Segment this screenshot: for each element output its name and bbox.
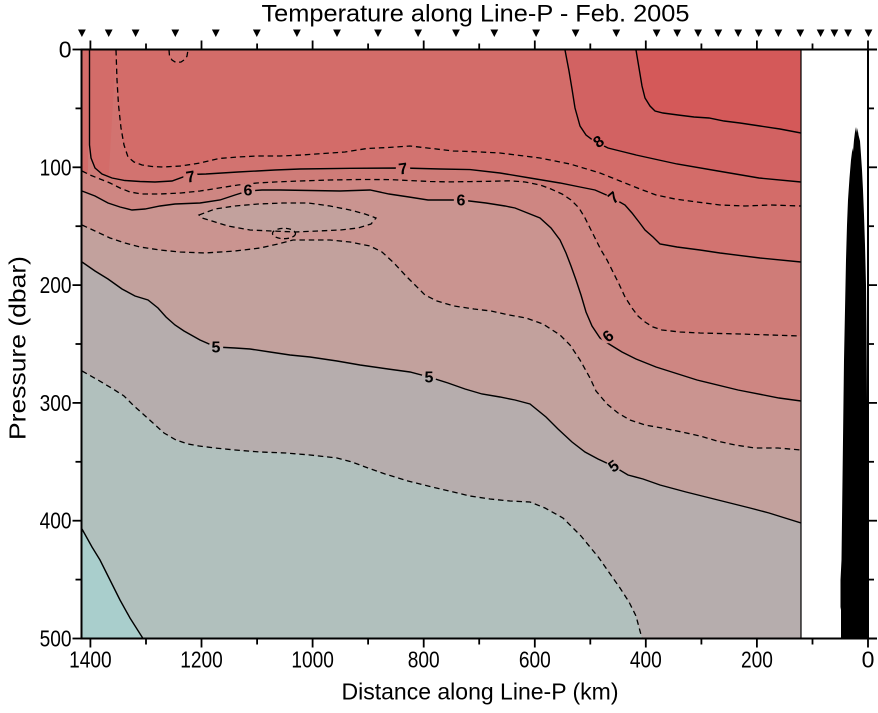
svg-text:7: 7 (398, 160, 409, 178)
svg-text:100: 100 (40, 154, 72, 180)
svg-text:Pressure (dbar): Pressure (dbar) (5, 256, 31, 440)
svg-text:Temperature along Line-P - Feb: Temperature along Line-P - Feb. 2005 (262, 0, 690, 27)
svg-text:400: 400 (630, 646, 662, 672)
svg-text:600: 600 (519, 646, 551, 672)
svg-text:1200: 1200 (180, 646, 223, 672)
svg-text:Distance along Line-P (km): Distance along Line-P (km) (342, 679, 619, 705)
svg-text:1400: 1400 (69, 646, 112, 672)
svg-text:300: 300 (40, 390, 72, 416)
svg-text:800: 800 (408, 646, 440, 672)
svg-text:1000: 1000 (291, 646, 334, 672)
svg-text:0: 0 (59, 37, 72, 63)
svg-text:5: 5 (425, 370, 434, 387)
svg-text:200: 200 (741, 646, 773, 672)
svg-text:500: 500 (40, 626, 72, 652)
svg-text:200: 200 (40, 272, 72, 298)
svg-text:6: 6 (244, 183, 253, 200)
svg-text:0: 0 (862, 646, 875, 672)
svg-text:5: 5 (212, 340, 221, 357)
svg-text:400: 400 (40, 508, 72, 534)
svg-text:6: 6 (457, 193, 466, 210)
svg-text:7: 7 (185, 168, 197, 186)
